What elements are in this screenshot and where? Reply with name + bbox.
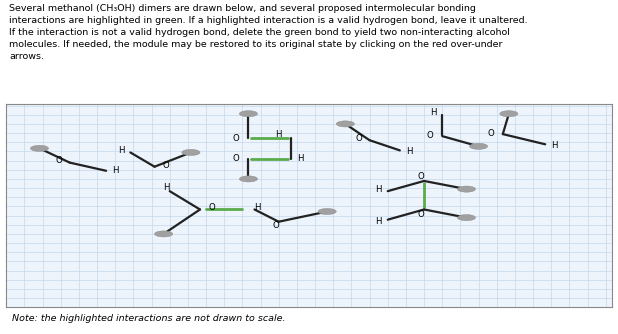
- Text: Several methanol (CH₃OH) dimers are drawn below, and several proposed intermolec: Several methanol (CH₃OH) dimers are draw…: [9, 4, 528, 60]
- Text: O: O: [233, 134, 240, 143]
- Circle shape: [457, 186, 476, 192]
- Text: H: H: [163, 183, 170, 192]
- Text: H: H: [405, 147, 412, 156]
- Text: H: H: [375, 185, 382, 194]
- Text: H: H: [112, 166, 119, 175]
- Text: H: H: [254, 203, 261, 212]
- Text: H: H: [297, 154, 303, 163]
- Text: H: H: [551, 141, 557, 150]
- Text: O: O: [427, 131, 433, 140]
- Circle shape: [239, 111, 258, 117]
- Text: O: O: [233, 154, 240, 163]
- Text: O: O: [418, 172, 425, 181]
- Circle shape: [470, 143, 488, 149]
- Text: O: O: [488, 129, 494, 138]
- Circle shape: [318, 208, 336, 214]
- Text: H: H: [430, 108, 436, 117]
- Circle shape: [239, 176, 258, 182]
- Text: O: O: [209, 203, 216, 212]
- Text: Note: the highlighted interactions are not drawn to scale.: Note: the highlighted interactions are n…: [12, 314, 286, 323]
- Text: H: H: [276, 130, 282, 139]
- Text: H: H: [118, 146, 124, 155]
- Circle shape: [336, 121, 355, 127]
- Circle shape: [30, 145, 49, 151]
- Text: O: O: [418, 210, 425, 219]
- Circle shape: [154, 231, 173, 237]
- Text: O: O: [273, 221, 279, 230]
- Text: O: O: [56, 157, 62, 165]
- Circle shape: [182, 149, 200, 156]
- Circle shape: [457, 214, 476, 221]
- Text: H: H: [375, 217, 382, 226]
- Text: O: O: [355, 134, 362, 143]
- Circle shape: [500, 111, 518, 117]
- Text: O: O: [162, 161, 169, 170]
